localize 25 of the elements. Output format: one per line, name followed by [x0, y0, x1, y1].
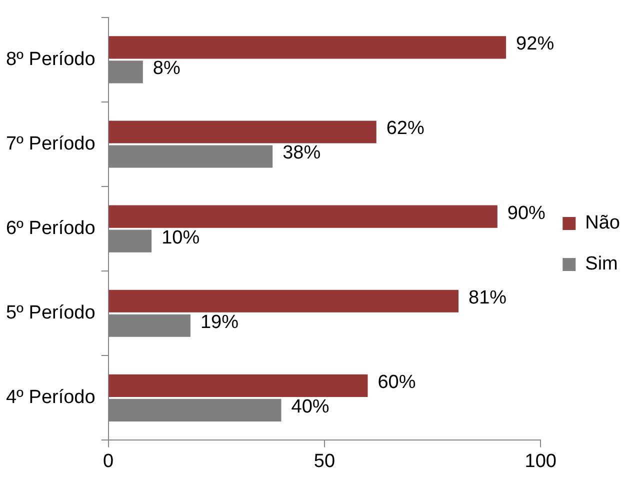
- x-tick-label: 0: [103, 450, 114, 472]
- data-label: 38%: [282, 142, 321, 164]
- legend-label: Sim: [585, 254, 618, 275]
- y-tick-label: 6º Período: [6, 218, 96, 240]
- data-label: 81%: [468, 287, 507, 308]
- data-label: 10%: [162, 227, 200, 248]
- y-tick-label: 5º Período: [6, 302, 96, 324]
- data-label: 60%: [378, 372, 416, 393]
- bar: [108, 36, 506, 59]
- data-label: 19%: [200, 312, 239, 333]
- bar: [108, 290, 459, 312]
- bar: [108, 120, 376, 144]
- x-tick-label: 50: [314, 450, 336, 472]
- y-tick-label: 8º Período: [6, 48, 96, 70]
- data-label: 62%: [386, 118, 424, 140]
- y-tick-label: 7º Período: [6, 133, 96, 154]
- legend-label: Não: [585, 212, 620, 234]
- data-label: 40%: [291, 396, 330, 418]
- y-tick-label: 4º Período: [6, 387, 96, 408]
- data-label: 90%: [507, 202, 546, 224]
- x-tick-label: 100: [524, 450, 556, 472]
- bar: [108, 205, 498, 228]
- data-label: 92%: [516, 34, 554, 55]
- data-label: 8%: [152, 58, 180, 80]
- bar: [108, 374, 368, 397]
